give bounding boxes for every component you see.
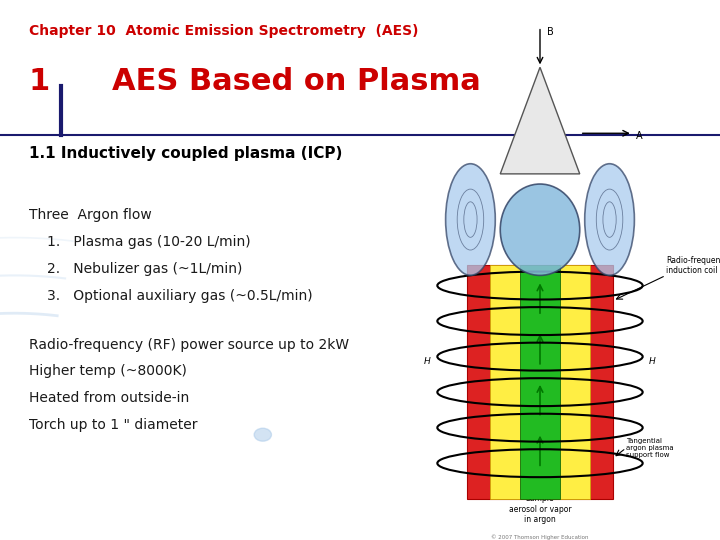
Text: H: H xyxy=(649,357,656,366)
Text: 3.   Optional auxiliary gas (~0.5L/min): 3. Optional auxiliary gas (~0.5L/min) xyxy=(47,289,312,303)
Ellipse shape xyxy=(585,164,634,275)
Text: Higher temp (~8000K): Higher temp (~8000K) xyxy=(29,364,186,379)
Text: Sample
aerosol or vapor
in argon: Sample aerosol or vapor in argon xyxy=(509,494,571,524)
Text: Radio-frequency
induction coil: Radio-frequency induction coil xyxy=(666,255,720,275)
Text: 2.   Nebulizer gas (~1L/min): 2. Nebulizer gas (~1L/min) xyxy=(47,262,242,276)
Text: Torch up to 1 " diameter: Torch up to 1 " diameter xyxy=(29,418,197,433)
PathPatch shape xyxy=(500,68,580,174)
Text: 1.   Plasma gas (10-20 L/min): 1. Plasma gas (10-20 L/min) xyxy=(47,235,251,249)
Text: © 2007 Thomson Higher Education: © 2007 Thomson Higher Education xyxy=(491,534,589,540)
Text: B: B xyxy=(546,26,554,37)
Text: Tangential
argon plasma
support flow: Tangential argon plasma support flow xyxy=(626,438,674,458)
Circle shape xyxy=(254,428,271,441)
Text: H: H xyxy=(424,357,431,366)
Text: 1.1 Inductively coupled plasma (ICP): 1.1 Inductively coupled plasma (ICP) xyxy=(29,146,342,161)
Ellipse shape xyxy=(446,164,495,275)
Text: 1: 1 xyxy=(29,68,50,97)
Text: Three  Argon flow: Three Argon flow xyxy=(29,208,151,222)
Text: Heated from outside-in: Heated from outside-in xyxy=(29,392,189,406)
Text: A: A xyxy=(636,131,643,141)
Ellipse shape xyxy=(500,184,580,275)
Bar xyxy=(520,265,560,499)
Text: Chapter 10  Atomic Emission Spectrometry  (AES): Chapter 10 Atomic Emission Spectrometry … xyxy=(29,24,418,38)
Text: Radio-frequency (RF) power source up to 2kW: Radio-frequency (RF) power source up to … xyxy=(29,338,349,352)
Bar xyxy=(490,265,590,499)
Text: AES Based on Plasma: AES Based on Plasma xyxy=(112,68,480,97)
Bar xyxy=(467,265,613,499)
